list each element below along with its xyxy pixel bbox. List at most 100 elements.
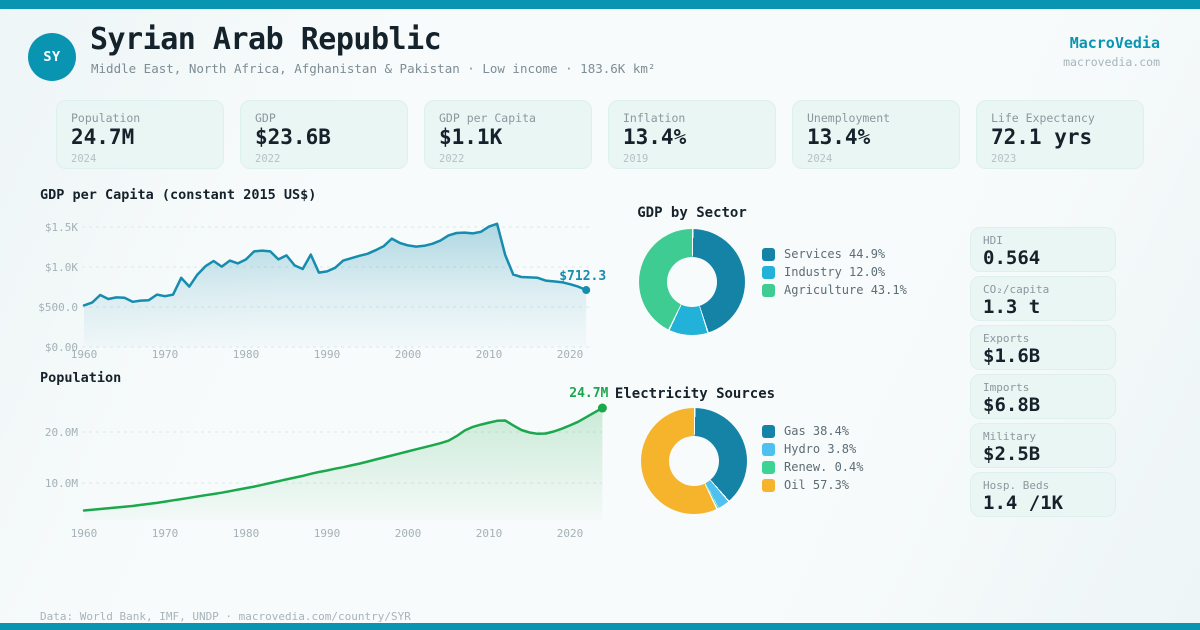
stat-value: $23.6B xyxy=(255,125,331,149)
svg-text:1990: 1990 xyxy=(314,348,341,361)
gdp-by-sector-title: GDP by Sector xyxy=(637,205,747,221)
side-card-label: HDI xyxy=(983,234,1003,247)
side-card-value: 1.3 t xyxy=(983,296,1041,318)
legend-swatch xyxy=(762,460,775,474)
stat-year: 2022 xyxy=(255,153,281,165)
legend-swatch xyxy=(762,283,775,297)
legend-swatch xyxy=(762,478,775,492)
legend-label: Hydro 3.8% xyxy=(784,442,857,456)
stat-label: Inflation xyxy=(623,111,686,125)
stat-value: 24.7M xyxy=(71,125,135,149)
legend-label: Services 44.9% xyxy=(784,247,886,261)
svg-text:$1.0K: $1.0K xyxy=(45,261,78,274)
svg-text:1970: 1970 xyxy=(152,348,179,361)
svg-text:2010: 2010 xyxy=(476,348,503,361)
legend-item: Gas 38.4% xyxy=(762,422,863,440)
legend-label: Gas 38.4% xyxy=(784,424,850,438)
side-card: HDI 0.564 xyxy=(970,227,1116,272)
svg-text:1960: 1960 xyxy=(71,348,98,361)
svg-text:20.0M: 20.0M xyxy=(45,426,78,439)
gdp-chart-title: GDP per Capita (constant 2015 US$) xyxy=(40,187,317,203)
stat-year: 2024 xyxy=(807,153,833,165)
stat-year: 2022 xyxy=(439,153,465,165)
page-title: Syrian Arab Republic xyxy=(90,22,442,57)
stat-label: GDP per Capita xyxy=(439,111,536,125)
top-accent-bar xyxy=(0,0,1200,9)
svg-text:1990: 1990 xyxy=(314,527,341,540)
svg-text:$0.00: $0.00 xyxy=(45,341,78,354)
population-chart-title: Population xyxy=(40,370,122,386)
stat-label: Population xyxy=(71,111,141,125)
bottom-accent-bar xyxy=(0,623,1200,630)
svg-text:2020: 2020 xyxy=(557,527,584,540)
side-card-label: Exports xyxy=(983,332,1030,345)
stat-value: $1.1K xyxy=(439,125,503,149)
side-card-value: $2.5B xyxy=(983,443,1041,465)
side-card: CO₂/capita 1.3 t xyxy=(970,276,1116,321)
gdp-by-sector-donut xyxy=(639,229,745,335)
svg-text:1960: 1960 xyxy=(71,527,98,540)
svg-text:10.0M: 10.0M xyxy=(45,477,78,490)
stat-value: 13.4% xyxy=(623,125,687,149)
legend-item: Agriculture 43.1% xyxy=(762,281,907,299)
brand-block: MacroVedia macrovedia.com xyxy=(1063,34,1160,69)
stat-label: Life Expectancy xyxy=(991,111,1095,125)
electricity-sources-donut xyxy=(641,408,747,514)
legend-item: Services 44.9% xyxy=(762,245,907,263)
side-card-label: Military xyxy=(983,430,1036,443)
population-chart: 20.0M 10.0M 1960 1970 1980 1990 2000 2010 2020 24… xyxy=(45,386,609,540)
legend-label: Agriculture 43.1% xyxy=(784,283,907,297)
donut-hole xyxy=(669,436,719,486)
side-card-label: CO₂/capita xyxy=(983,283,1050,296)
svg-text:2000: 2000 xyxy=(395,527,422,540)
electricity-sources-title: Electricity Sources xyxy=(614,386,776,402)
stat-year: 2023 xyxy=(991,153,1017,165)
gdp-by-sector-legend: Services 44.9% Industry 12.0% Agricultur… xyxy=(762,245,907,299)
stat-year: 2019 xyxy=(623,153,649,165)
legend-label: Renew. 0.4% xyxy=(784,460,864,474)
stat-year: 2024 xyxy=(71,153,97,165)
side-card-label: Imports xyxy=(983,381,1030,394)
svg-text:2010: 2010 xyxy=(476,527,503,540)
country-badge: SY xyxy=(28,33,76,81)
stat-value: 13.4% xyxy=(807,125,871,149)
stat-card: Inflation 13.4% 2019 xyxy=(608,100,776,169)
svg-text:$500.0: $500.0 xyxy=(38,301,78,314)
svg-text:2000: 2000 xyxy=(395,348,422,361)
page-subtitle: Middle East, North Africa, Afghanistan &… xyxy=(91,61,656,76)
legend-item: Industry 12.0% xyxy=(762,263,907,281)
side-card-value: $1.6B xyxy=(983,345,1041,367)
side-card: Hosp. Beds 1.4 /1K xyxy=(970,472,1116,517)
svg-text:1980: 1980 xyxy=(233,348,260,361)
footer-text: Data: World Bank, IMF, UNDP · macrovedia… xyxy=(40,610,411,623)
svg-text:$1.5K: $1.5K xyxy=(45,221,78,234)
stat-card: Life Expectancy 72.1 yrs 2023 xyxy=(976,100,1144,169)
legend-swatch xyxy=(762,247,775,261)
donut-hole xyxy=(667,257,717,307)
stat-card: Population 24.7M 2024 xyxy=(56,100,224,169)
svg-text:1970: 1970 xyxy=(152,527,179,540)
legend-label: Industry 12.0% xyxy=(784,265,886,279)
svg-text:2020: 2020 xyxy=(557,348,584,361)
country-code: SY xyxy=(43,49,61,65)
legend-swatch xyxy=(762,265,775,279)
side-card: Imports $6.8B xyxy=(970,374,1116,419)
svg-text:$712.3: $712.3 xyxy=(559,269,606,284)
svg-text:1980: 1980 xyxy=(233,527,260,540)
stat-row: Population 24.7M 2024 GDP $23.6B 2022 GD… xyxy=(56,100,1144,169)
legend-swatch xyxy=(762,424,775,438)
legend-swatch xyxy=(762,442,775,456)
side-card: Military $2.5B xyxy=(970,423,1116,468)
legend-item: Oil 57.3% xyxy=(762,476,863,494)
legend-item: Renew. 0.4% xyxy=(762,458,863,476)
side-card-value: 1.4 /1K xyxy=(983,492,1064,514)
brand-name: MacroVedia xyxy=(1069,34,1160,52)
svg-text:24.7M: 24.7M xyxy=(569,386,608,401)
stat-card: GDP $23.6B 2022 xyxy=(240,100,408,169)
stat-label: Unemployment xyxy=(807,111,891,125)
legend-label: Oil 57.3% xyxy=(784,478,850,492)
legend-item: Hydro 3.8% xyxy=(762,440,863,458)
stat-card: GDP per Capita $1.1K 2022 xyxy=(424,100,592,169)
side-cards: HDI 0.564 CO₂/capita 1.3 t Exports $1.6B… xyxy=(970,227,1116,521)
